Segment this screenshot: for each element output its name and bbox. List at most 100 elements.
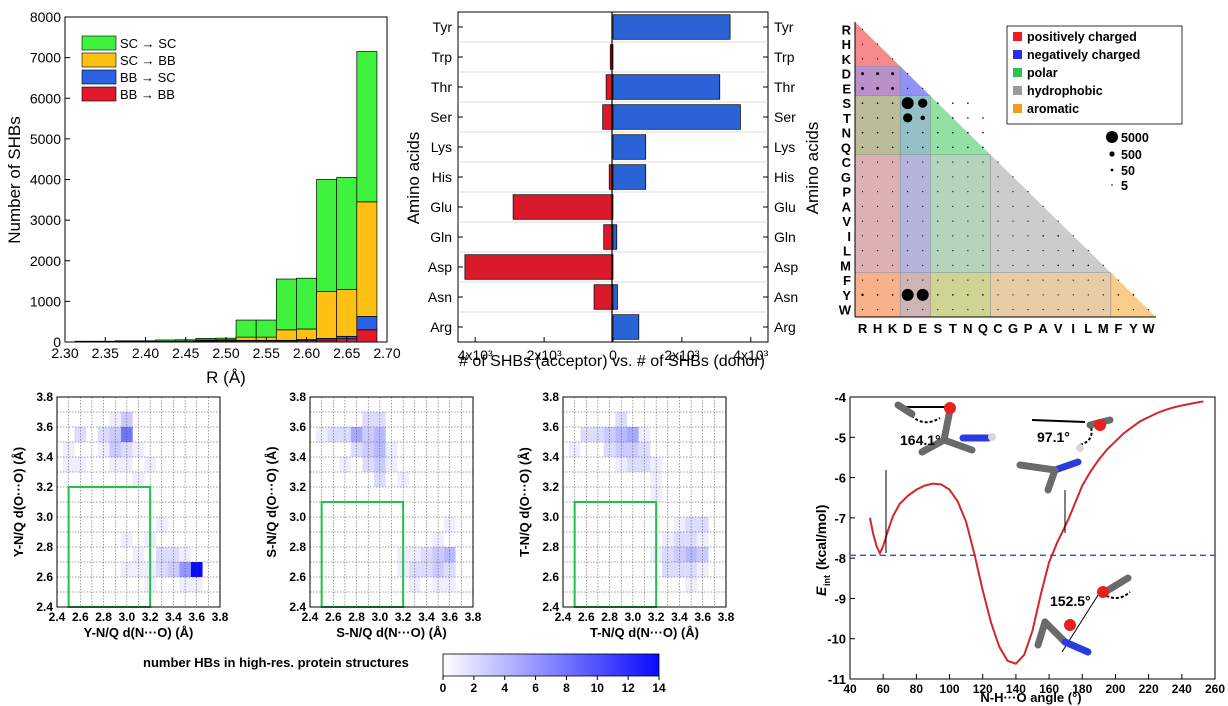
matrix-dot (952, 131, 954, 134)
legend-swatch-hydrophobic (1013, 86, 1022, 95)
x-tick-label: 160 (1039, 682, 1059, 696)
y-tick-label: -7 (834, 511, 846, 526)
matrix-dot-tiny (937, 279, 939, 281)
matrix-dot-tiny (952, 279, 954, 281)
matrix-dot-tiny (922, 220, 924, 222)
y-tick-label: 8000 (30, 9, 61, 25)
left-category-label: His (432, 169, 452, 185)
right-category-label: Glu (774, 199, 796, 215)
y-tick-label: 2.4 (289, 600, 306, 614)
y-tick-label: 3.4 (542, 450, 559, 464)
y-tick-label: 3.8 (36, 390, 53, 404)
matrix-dot-tiny (907, 191, 909, 193)
matrix-dot-tiny (1102, 294, 1104, 296)
y-tick-label: 5000 (30, 131, 61, 147)
matrix-dot (891, 86, 895, 90)
x-tick-label: 4x10³ (733, 347, 768, 363)
legend-label-aromatic: aromatic (1027, 102, 1079, 116)
matrix-dot-tiny (1027, 205, 1029, 207)
matrix-dot-tiny (937, 235, 939, 237)
histogram-map-3: 2.42.4 2.6 2.6 2.8 2.8 3.0 3.0 3.2 3.2 3.4 3.4 3.6 3… (517, 390, 735, 640)
bar-segment (275, 329, 297, 341)
legend-label-sc-sc: SC → SC (120, 36, 176, 51)
y-tick-label: 2.4 (36, 600, 53, 614)
matrix-dot-tiny (1027, 250, 1029, 252)
matrix-dot-tiny (876, 220, 879, 222)
panel-e-ylabel: E int (kcal/mol) (813, 505, 832, 596)
matrix-dot-tiny (952, 205, 954, 207)
y-tick-label: 3.6 (542, 420, 559, 434)
matrix-dot-tiny (861, 309, 864, 311)
matrix-dot-tiny (982, 176, 984, 178)
matrix-dot-tiny (876, 176, 879, 178)
matrix-dot-tiny (1012, 294, 1014, 296)
group-legend-box (1006, 25, 1183, 125)
row-label: Q (841, 140, 851, 155)
x-tick-label: 2x10³ (527, 347, 562, 363)
matrix-dot-tiny (922, 161, 924, 163)
matrix-dot-tiny (1012, 235, 1014, 237)
x-tick-label: 2.4 (555, 610, 572, 624)
matrix-dot-tiny (982, 161, 984, 163)
matrix-dot-tiny (967, 161, 969, 163)
y-tick-label: 2.6 (542, 570, 559, 584)
panel-b-xlabel: # of SHBs (acceptor) vs. # of SHBs (dono… (459, 353, 765, 370)
x-tick-label: 3.8 (465, 610, 482, 624)
matrix-dot (861, 293, 864, 297)
legend-label-bb-sc: BB → SC (120, 70, 176, 85)
matrix-dot (967, 117, 969, 119)
matrix-dot-tiny (982, 250, 984, 252)
matrix-dot-tiny (997, 279, 999, 281)
x-tick-label: 2.8 (601, 610, 618, 624)
column-label: W (1142, 321, 1155, 336)
matrix-dot-tiny (922, 279, 924, 281)
right-category-label: Thr (774, 79, 795, 95)
matrix-dot-tiny (982, 235, 984, 237)
bar-segment (275, 278, 297, 331)
column-label: A (1038, 321, 1048, 336)
matrix-dot-tiny (922, 235, 924, 237)
matrix-dot-tiny (922, 250, 924, 252)
matrix-dot-tiny (997, 161, 999, 163)
matrix-dot-tiny (861, 279, 864, 281)
matrix-dot-tiny (982, 220, 984, 222)
y-tick-label: 3.8 (542, 390, 559, 404)
x-tick-label: 240 (1172, 682, 1192, 696)
legend-label-negative: negatively charged (1027, 48, 1140, 62)
x-tick-label: 2.30 (51, 345, 78, 361)
donor-bar (612, 74, 721, 100)
matrix-dot-tiny (861, 43, 864, 45)
matrix-dot-tiny (967, 220, 969, 222)
matrix-dot-tiny (1102, 279, 1104, 281)
map-ylabel: T-N/Q d(O···O) (Å) (517, 447, 532, 557)
map-ylabel: Y-N/Q d(O···O) (Å) (11, 447, 26, 557)
matrix-dot (891, 146, 894, 149)
matrix-dot-tiny (952, 264, 954, 266)
matrix-dot (861, 102, 864, 104)
matrix-dot-tiny (907, 73, 909, 75)
y-tick-label: 7000 (30, 50, 61, 66)
matrix-dot-tiny (1132, 309, 1135, 311)
left-category-label: Lys (431, 139, 452, 155)
column-label: C (993, 321, 1003, 336)
x-tick-label: 2.60 (293, 345, 320, 361)
legend-label-polar: polar (1027, 66, 1058, 80)
matrix-dot-tiny (1057, 309, 1059, 311)
atom-97-hydrogen (1076, 444, 1084, 452)
x-tick-label: 0 (609, 347, 617, 363)
x-tick-label: 2.50 (212, 345, 239, 361)
matrix-dot (876, 131, 879, 134)
y-tick-label: 6000 (30, 90, 61, 106)
matrix-dot (982, 294, 984, 296)
matrix-dot (876, 102, 879, 104)
matrix-dot (1072, 249, 1075, 252)
x-tick-label: 60 (877, 682, 891, 696)
bar-segment (356, 201, 378, 317)
matrix-dot-tiny (1027, 309, 1029, 311)
y-tick-label: -11 (828, 672, 846, 687)
matrix-dot (1057, 264, 1059, 267)
matrix-dot-tiny (1147, 309, 1150, 311)
matrix-dot-tiny (1117, 309, 1119, 311)
size-legend-label-500: 500 (1121, 148, 1142, 162)
